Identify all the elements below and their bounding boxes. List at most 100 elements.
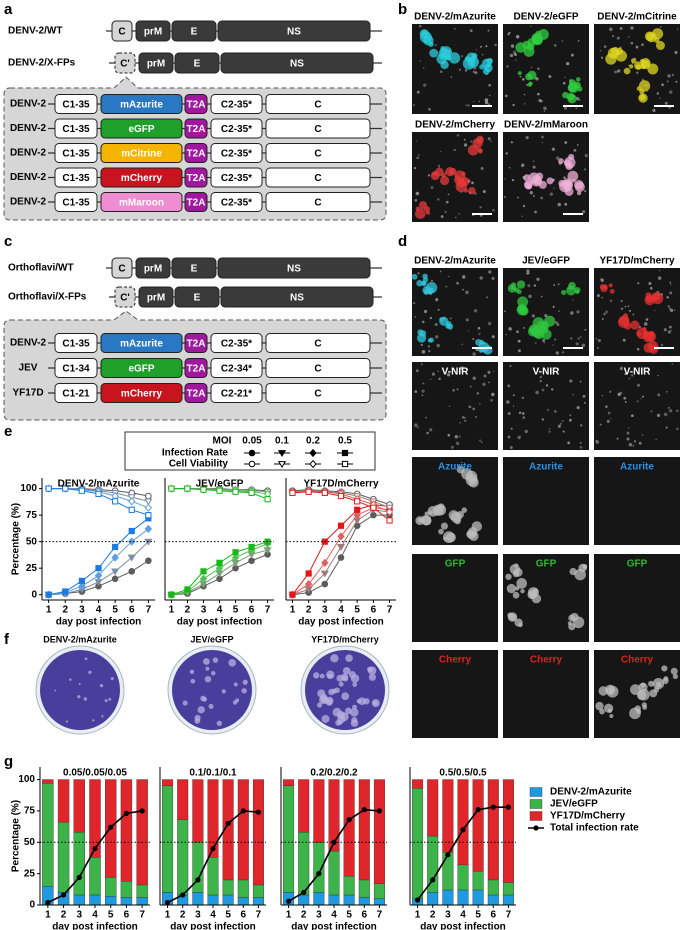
part-label: C1-35 [62, 100, 90, 111]
speck [537, 67, 540, 70]
blob [636, 327, 648, 340]
speck [584, 153, 588, 158]
image-title: DENV-2/mCitrine [597, 12, 677, 23]
speck [676, 427, 679, 431]
x-tick-label: 3 [195, 910, 201, 921]
point [225, 820, 231, 827]
speck [531, 314, 535, 318]
x-tick-label: 1 [165, 910, 171, 921]
bar-segment [177, 819, 189, 896]
speck [446, 373, 451, 377]
speck [557, 202, 562, 207]
blob [617, 316, 630, 329]
speck [541, 141, 544, 144]
blob [417, 329, 424, 336]
speck [430, 186, 434, 189]
blob [442, 531, 455, 544]
speck [521, 163, 525, 167]
legend-marker [533, 825, 539, 831]
point [232, 488, 239, 495]
speck [551, 147, 556, 151]
speck [418, 154, 420, 156]
speck [624, 305, 627, 308]
plaque [367, 666, 373, 673]
speck [542, 339, 545, 342]
bar-segment [298, 832, 310, 896]
micrograph [412, 362, 498, 450]
speck [599, 423, 602, 426]
point [248, 543, 255, 551]
speck [612, 35, 615, 38]
speck [543, 110, 546, 113]
speck [510, 141, 514, 144]
blob [568, 281, 576, 290]
speck [553, 284, 556, 286]
speck [656, 92, 660, 95]
speck [626, 431, 630, 435]
speck [553, 44, 557, 47]
channel-label: Cherry [621, 655, 654, 666]
speck [630, 414, 634, 418]
point [445, 852, 451, 858]
bar-segment [192, 842, 204, 893]
construct-part [100, 192, 183, 212]
point [289, 489, 296, 496]
bar-segment [177, 779, 189, 820]
speck [548, 75, 552, 79]
y-tick-label: 0 [29, 900, 35, 911]
speck [419, 60, 422, 62]
part-label: mAzurite [120, 100, 163, 111]
construct-part [210, 358, 263, 378]
y-tick-label: 0 [31, 589, 37, 600]
blob [423, 35, 434, 46]
speck [636, 71, 639, 74]
blob [670, 667, 678, 675]
speck [461, 416, 465, 419]
speck [535, 342, 537, 344]
speck [627, 36, 630, 38]
plaque [69, 678, 72, 681]
construct-part [54, 192, 98, 212]
construct-part [54, 167, 98, 188]
speck [507, 32, 510, 36]
blob [623, 67, 631, 75]
blob [516, 578, 528, 589]
point [199, 574, 208, 583]
x-tick-label: 5 [112, 605, 118, 616]
speck [475, 416, 477, 418]
part-label: C1-35 [62, 149, 90, 160]
x-tick-label: 2 [185, 605, 191, 616]
construct-part [184, 383, 208, 403]
speck [620, 299, 623, 303]
blob [528, 81, 533, 86]
x-tick-label: 3 [77, 910, 83, 921]
speck [479, 206, 482, 209]
point [316, 871, 322, 877]
construct-part [210, 167, 263, 188]
speck [552, 305, 555, 308]
speck [523, 93, 526, 96]
point [62, 588, 69, 595]
speck [676, 28, 679, 30]
point [255, 809, 262, 815]
legend-label: DENV-2/mAzurite [550, 787, 632, 798]
speck [529, 190, 534, 195]
speck [521, 396, 524, 400]
speck [619, 367, 623, 371]
speck [444, 210, 447, 213]
speck [525, 135, 529, 140]
speck [575, 342, 579, 346]
y-tick-label: 50 [24, 837, 36, 848]
blob [608, 283, 613, 288]
speck [437, 198, 440, 201]
part-label: C2-34* [221, 364, 252, 375]
point [123, 810, 130, 817]
blob [479, 339, 484, 345]
speck [633, 440, 637, 443]
speck [595, 337, 598, 340]
speck [454, 28, 456, 30]
bar-segment [120, 779, 133, 882]
speck [458, 213, 460, 215]
speck [425, 416, 427, 419]
point [78, 582, 86, 591]
